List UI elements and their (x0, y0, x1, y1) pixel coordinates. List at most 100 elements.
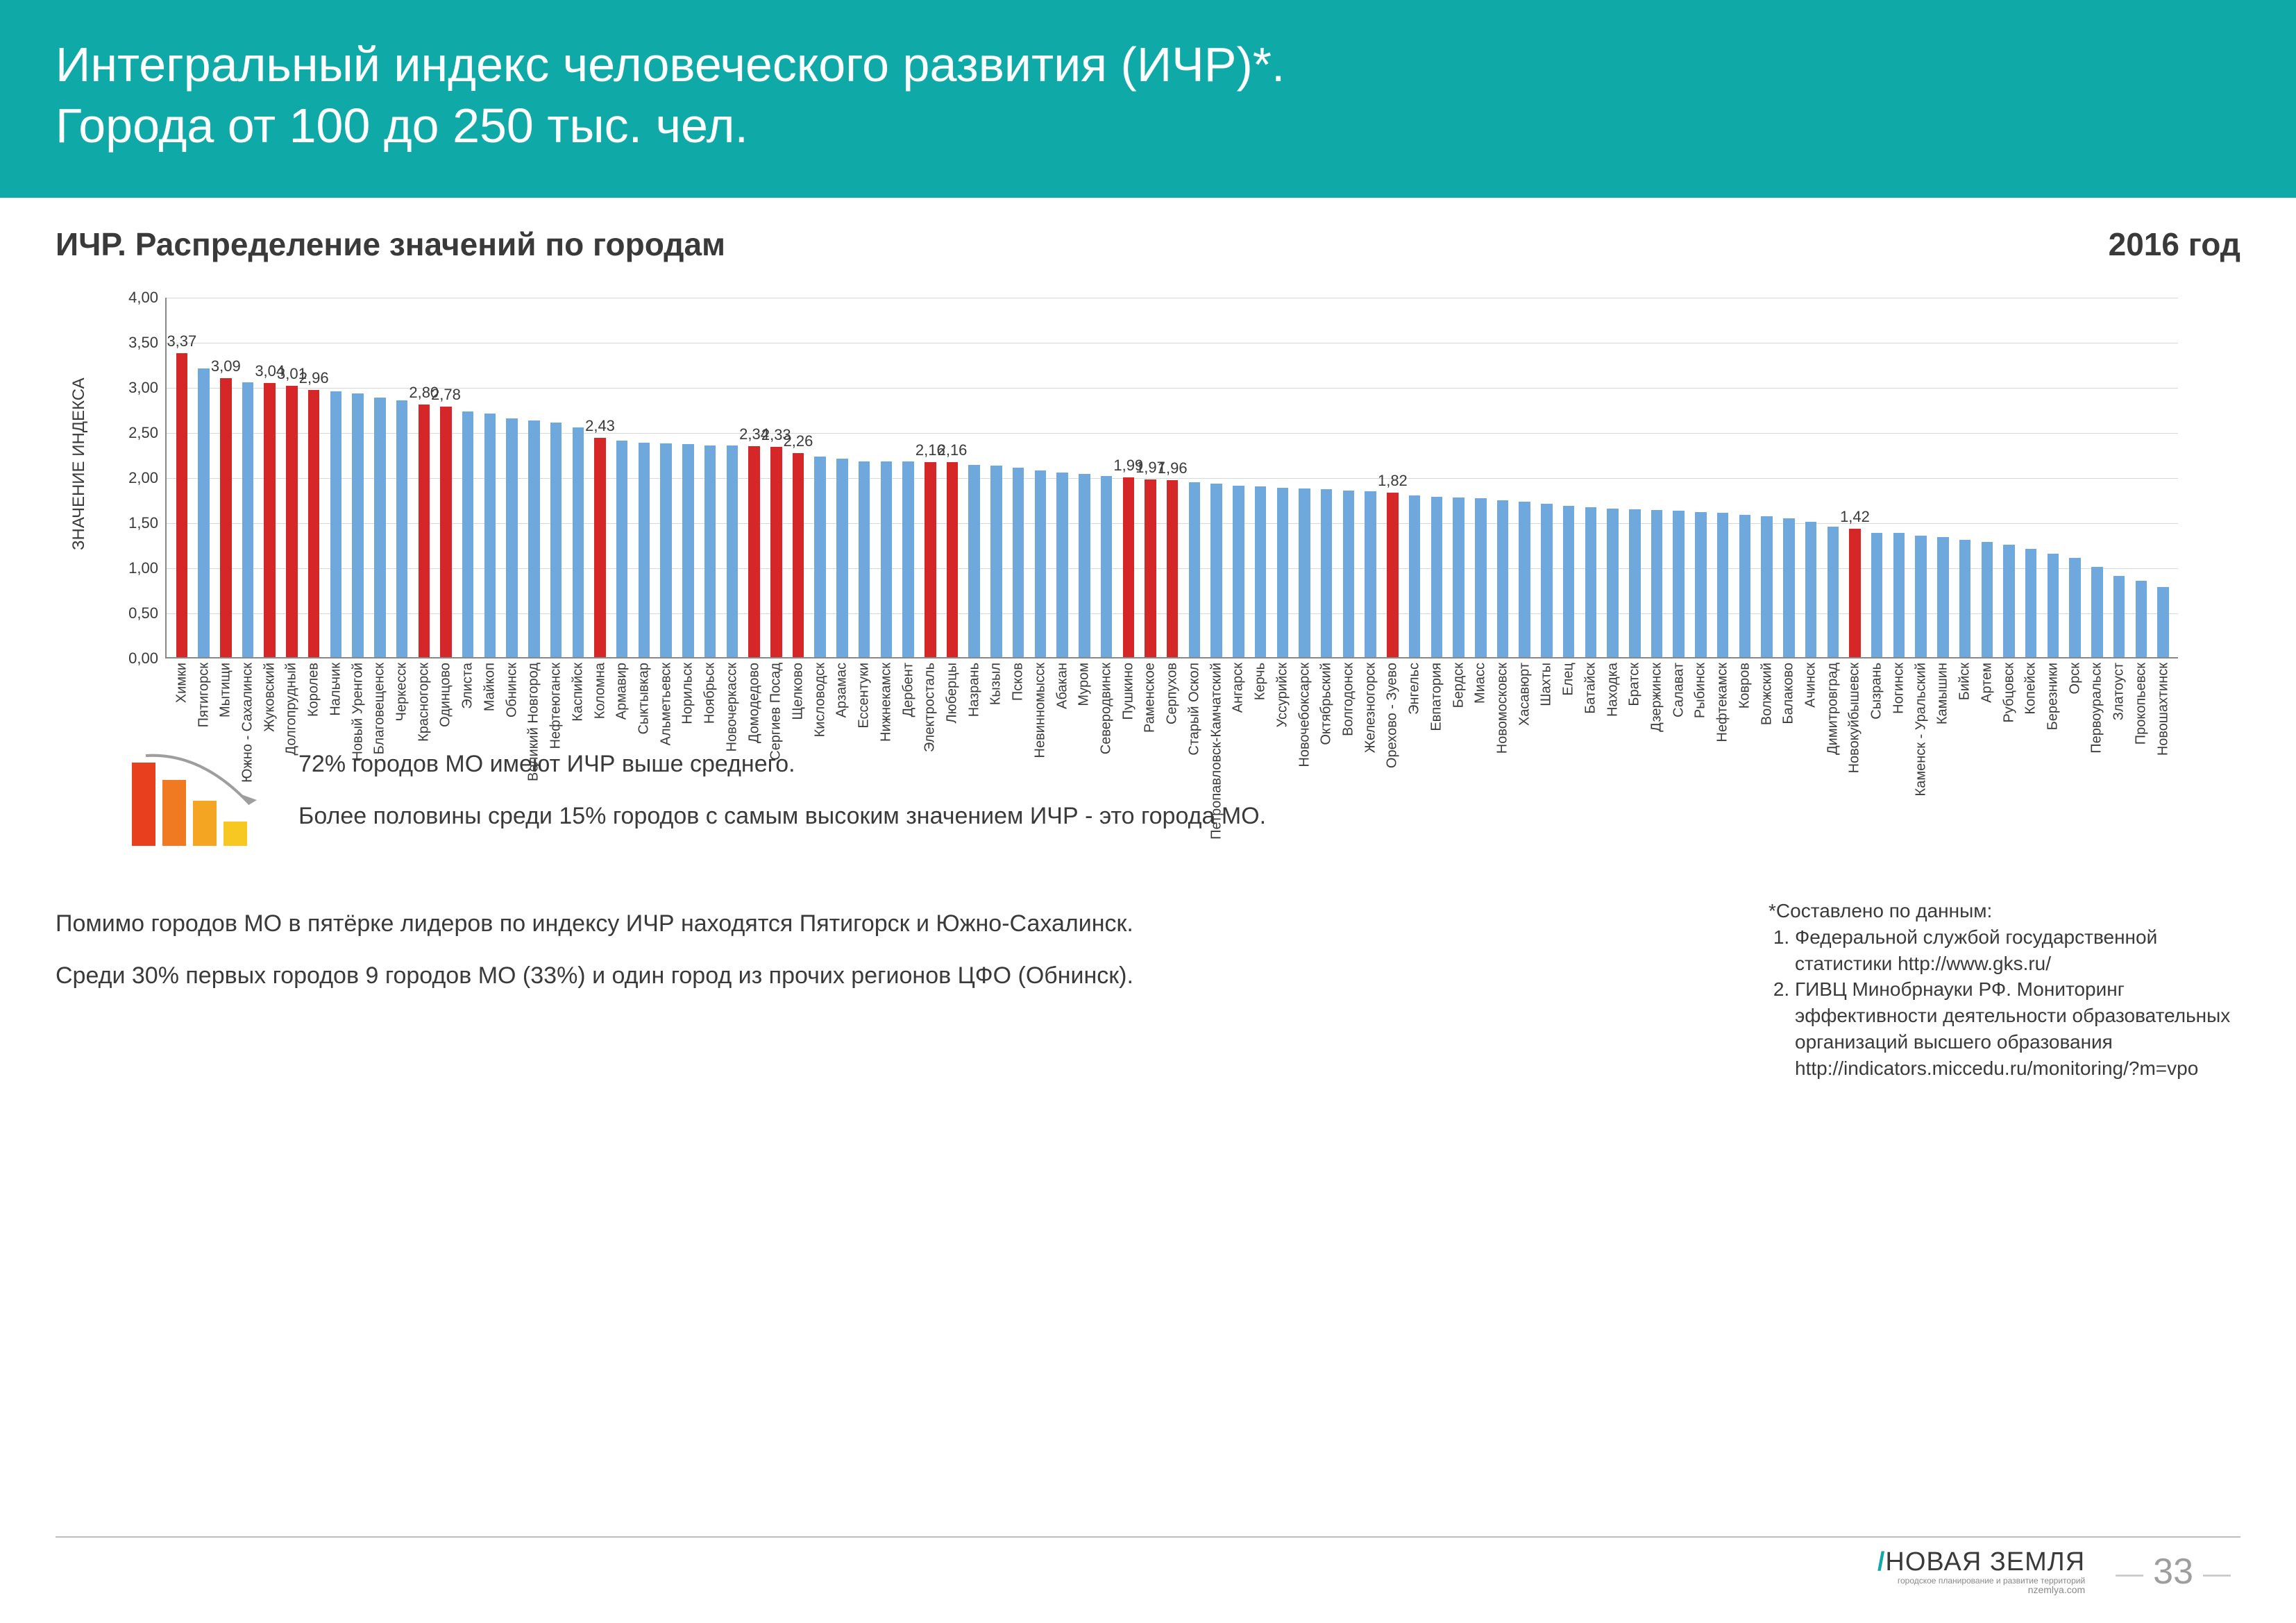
x-category-label: Новошахтинск (2155, 657, 2171, 756)
bar-column: Майкоп (479, 298, 501, 657)
bar (682, 444, 693, 657)
x-category-label: Щелково (790, 657, 806, 720)
bar (859, 461, 870, 657)
x-category-label: Арзамас (834, 657, 850, 717)
bar (462, 411, 473, 657)
bar-column: Прокопьевск (2130, 298, 2152, 657)
y-tick: 4,00 (128, 289, 158, 307)
bar-column: Энгельс (1403, 298, 1426, 657)
bar (1145, 479, 1156, 657)
bar (594, 438, 605, 657)
bar (1167, 480, 1178, 657)
bar (616, 441, 627, 657)
x-category-label: Пятигорск (196, 657, 212, 727)
x-category-label: Шахты (1539, 657, 1555, 706)
bar (1475, 498, 1486, 657)
x-category-label: Бийск (1957, 657, 1973, 700)
bar (1585, 507, 1596, 657)
x-category-label: Камышин (1935, 657, 1951, 724)
y-tick: 0,00 (128, 649, 158, 668)
x-category-label: Ангарск (1231, 657, 1247, 713)
bar-column: Березники (2042, 298, 2064, 657)
bar-column: 1,82Орехово - Зуево (1382, 298, 1404, 657)
bar-column: Дербент (897, 298, 920, 657)
x-category-label: Муром (1077, 657, 1092, 706)
bar (1321, 489, 1332, 657)
plot-area: 0,000,501,001,502,002,503,003,504,00 3,3… (165, 298, 2178, 658)
bar (308, 390, 319, 657)
bar-column: Шахты (1536, 298, 1558, 657)
bar-column: Ногинск (1888, 298, 1910, 657)
x-category-label: Рубцовск (2001, 657, 2017, 723)
x-category-label: Нижнекамск (878, 657, 894, 742)
bar (264, 383, 275, 657)
bar-column: Салават (1668, 298, 1690, 657)
bar-column: Пятигорск (193, 298, 215, 657)
bar (330, 391, 341, 658)
bar (440, 407, 451, 657)
bar (484, 414, 496, 657)
x-category-label: Химки (174, 657, 189, 703)
x-category-label: Новокуйбышевск (1847, 657, 1863, 773)
bar (242, 382, 253, 658)
x-category-label: Первоуральск (2089, 657, 2105, 754)
bar (1056, 473, 1067, 658)
bar-column: Елец (1558, 298, 1580, 657)
bar (1673, 511, 1684, 657)
x-category-label: Октябрьский (1319, 657, 1335, 745)
x-category-label: Северодвинск (1099, 657, 1115, 754)
bar (660, 443, 671, 657)
bar (1233, 486, 1244, 657)
y-tick: 1,50 (128, 514, 158, 532)
y-ticks: 0,000,501,001,502,002,503,003,504,00 (103, 298, 158, 658)
x-category-label: Новый Уренгой (350, 657, 366, 761)
bar-column: 2,78Одинцово (435, 298, 457, 657)
x-category-label: Абакан (1054, 657, 1070, 709)
x-category-label: Железногорск (1362, 657, 1378, 753)
x-category-label: Димитровград (1825, 657, 1841, 755)
bar-column: Братск (1623, 298, 1646, 657)
y-tick: 2,50 (128, 424, 158, 442)
bar (220, 378, 231, 657)
bar (2136, 581, 2147, 658)
bar-column: Кызыл (986, 298, 1008, 657)
bar-column: Нижнекамск (875, 298, 897, 657)
bar (1519, 502, 1530, 657)
bar-column: 2,26Щелково (787, 298, 809, 657)
bar-column: Рыбинск (1690, 298, 1712, 657)
bar (1717, 513, 1728, 657)
bar-column: Каменск - Уральский (1910, 298, 1932, 657)
bar-column: Ноябрьск (699, 298, 721, 657)
bar-column: Южно - Сахалинск (237, 298, 259, 657)
bar-column: Обнинск (501, 298, 523, 657)
bar-column: 3,04Жуковский (259, 298, 281, 657)
bar (902, 461, 913, 657)
x-category-label: Пушкино (1120, 657, 1136, 720)
bar (2003, 545, 2014, 658)
bar (198, 368, 209, 657)
bar (1563, 506, 1574, 657)
bar (1497, 500, 1508, 657)
bar (1937, 537, 1948, 657)
bar-column: 2,34Домодедово (743, 298, 766, 657)
x-category-label: Петропавловск-Камчатский (1208, 657, 1224, 840)
x-category-label: Березники (2045, 657, 2061, 730)
chart-title: ИЧР. Распределение значений по городам (56, 226, 725, 263)
x-category-label: Армавир (614, 657, 630, 720)
info-line-2: Более половины среди 15% городов с самым… (298, 794, 1266, 839)
title-line-1: Интегральный индекс человеческого развит… (56, 37, 1285, 92)
x-category-label: Ачинск (1803, 657, 1819, 708)
bar (1982, 542, 1993, 657)
bar-column: 1,99Пушкино (1117, 298, 1140, 657)
x-category-label: Дзержинск (1649, 657, 1665, 732)
footnote-2: ГИВЦ Минобрнауки РФ. Мониторинг эффектив… (1795, 976, 2240, 1081)
bar-column: Сызрань (1866, 298, 1888, 657)
x-category-label: Нефтеюганск (548, 657, 564, 749)
bar (1783, 518, 1794, 657)
x-category-label: Орехово - Зуево (1385, 657, 1401, 768)
bar-column: Армавир (611, 298, 633, 657)
bar-column: Нальчик (325, 298, 347, 657)
x-category-label: Евпатория (1428, 657, 1444, 731)
bar-column: 2,16Люберцы (941, 298, 963, 657)
x-category-label: Дербент (900, 657, 916, 717)
